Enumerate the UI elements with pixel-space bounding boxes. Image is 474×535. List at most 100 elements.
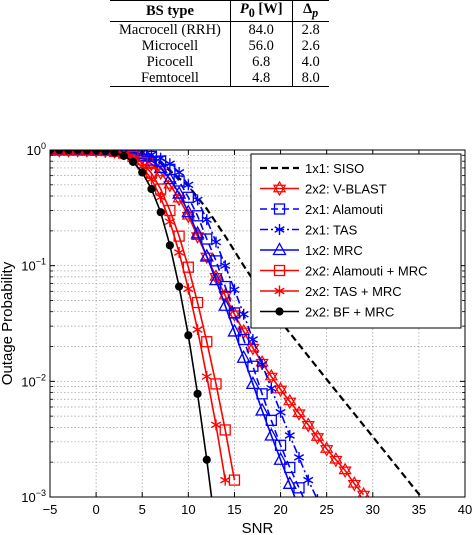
x-tick-label: 10 (181, 502, 195, 517)
hexagram-triangle (338, 462, 352, 475)
triangle-marker (208, 272, 224, 286)
asterisk-stroke (137, 163, 148, 170)
table-row: Picocell 6.8 4.0 (110, 53, 329, 70)
asterisk-marker (220, 260, 231, 272)
asterisk-stroke (164, 160, 176, 168)
dot-marker (156, 208, 165, 217)
dot-marker (184, 331, 193, 340)
asterisk-marker (192, 194, 203, 206)
asterisk-stroke (210, 238, 222, 246)
asterisk-marker (284, 430, 295, 442)
triangle-marker (227, 323, 242, 337)
asterisk-marker (201, 371, 212, 383)
dot-marker (212, 528, 219, 535)
y-tick-label: 10−1 (21, 257, 46, 274)
triangle-marker (245, 376, 260, 390)
asterisk-stroke (274, 287, 285, 295)
triangle-marker (162, 171, 177, 185)
hexagram-triangle (200, 252, 214, 265)
asterisk-marker (303, 474, 314, 486)
asterisk-marker (164, 216, 176, 228)
legend-label: 2x2: Alamouti + MRC (305, 264, 427, 279)
asterisk-marker (155, 191, 166, 203)
hexagram-triangle (264, 368, 279, 381)
hexagram-triangle (329, 455, 343, 468)
triangle-marker (172, 185, 187, 199)
y-tick-label: 100 (27, 141, 46, 158)
asterisk-marker (238, 308, 249, 320)
table-row: Macrocell (RRH) 84.0 2.8 (110, 21, 329, 38)
legend: 1x1: SISO 2x2: V-BLAST 2x1: Alamouti 2x1: T… (250, 153, 462, 329)
asterisk-stroke (183, 285, 194, 293)
asterisk-stroke (192, 326, 203, 333)
legend-item: 1x2: MRC (260, 242, 363, 258)
square-marker (210, 378, 222, 390)
asterisk-stroke (201, 216, 212, 223)
bs-type-table: BS type P0 [W] Δp Macrocell (RRH) 84.0 2… (110, 0, 329, 87)
asterisk-marker (275, 406, 286, 418)
hexagram-triangle (329, 452, 343, 464)
hexagram-triangle (356, 490, 371, 497)
legend-label: 2x1: Alamouti (305, 202, 383, 217)
asterisk-marker (173, 166, 185, 178)
asterisk-marker (183, 283, 194, 295)
asterisk-marker (256, 358, 268, 370)
hexagram-triangle (283, 393, 297, 406)
square-marker (284, 461, 296, 474)
dot-marker (275, 307, 284, 316)
square-marker (191, 296, 204, 309)
asterisk-marker (183, 179, 194, 191)
hexagram-triangle (292, 405, 306, 418)
triangle-marker (135, 150, 150, 162)
hexagram-triangle (319, 441, 334, 453)
asterisk-stroke (247, 336, 259, 343)
hexagram-marker (301, 417, 315, 433)
dot-marker (147, 184, 156, 194)
triangle-marker (181, 204, 196, 218)
square-marker (303, 503, 313, 513)
y-tick-label: 10−2 (21, 372, 46, 389)
table-header-p0: P0 [W] (229, 0, 293, 22)
table-row: Microcell 56.0 2.6 (110, 37, 329, 54)
asterisk-stroke (146, 175, 157, 183)
dot-marker (73, 150, 82, 155)
triangle-marker (218, 297, 233, 311)
legend-item: 2x1: TAS (260, 223, 358, 238)
square-marker (238, 333, 250, 346)
triangle-marker (255, 402, 270, 416)
hexagram-triangle (163, 180, 177, 193)
asterisk-stroke (201, 373, 212, 380)
asterisk-stroke (293, 454, 305, 461)
hexagram-triangle (301, 421, 315, 433)
asterisk-marker (266, 382, 277, 394)
triangle-marker (144, 152, 159, 166)
hexagram-triangle (319, 445, 334, 457)
x-tick-label: 20 (273, 502, 287, 517)
asterisk-marker (173, 246, 185, 258)
tick-layer: −5 0 5 10 15 20 25 30 35 40 10−3 10−2 10−1 100 (21, 141, 472, 517)
hexagram-marker (319, 441, 334, 457)
hexagram-marker (264, 368, 279, 385)
table-cell-delta: 2.8 (291, 21, 329, 38)
square-marker (273, 264, 286, 277)
asterisk-marker (312, 494, 323, 497)
y-axis-label: Outage Probability (0, 261, 16, 385)
dot-marker (165, 241, 174, 250)
dot-marker (64, 150, 73, 155)
asterisk-marker (201, 214, 212, 226)
y-tick-label: 10−3 (21, 488, 46, 505)
hexagram-marker (272, 180, 287, 197)
dot-marker (110, 150, 119, 157)
triangle-marker (236, 349, 251, 363)
asterisk-stroke (256, 361, 268, 368)
table-cell-p0: 84.0 (229, 21, 293, 38)
triangle-marker (293, 502, 305, 513)
dot-marker (193, 389, 202, 398)
square-marker (228, 474, 241, 486)
hexagram-triangle (283, 397, 297, 410)
x-tick-label: 35 (412, 502, 426, 517)
triangle-marker (264, 427, 279, 441)
dot-marker (101, 150, 110, 156)
hexagram-triangle (181, 208, 196, 220)
